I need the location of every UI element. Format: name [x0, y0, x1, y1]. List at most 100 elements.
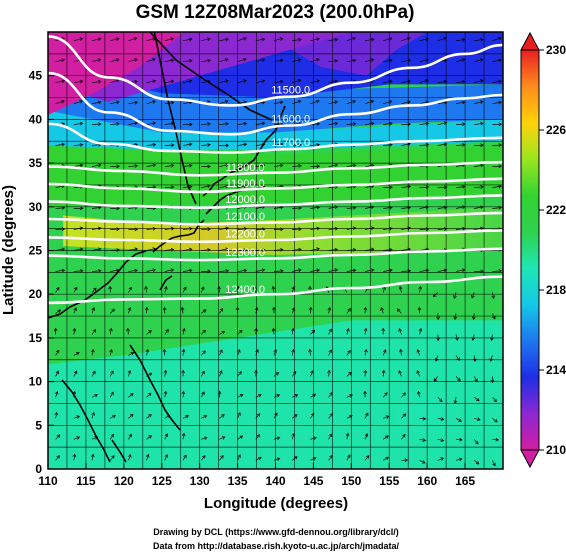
wind-arrow: [164, 454, 168, 461]
wind-arrow: [219, 123, 229, 125]
wind-arrow-head: [389, 205, 393, 210]
wind-arrow: [474, 206, 484, 209]
wind-arrow-head: [334, 79, 339, 84]
wind-arrow: [237, 80, 247, 84]
wind-arrow-head: [225, 184, 229, 189]
wind-arrow: [253, 286, 257, 293]
wind-arrow: [346, 227, 356, 230]
wind-arrow-head: [370, 226, 375, 230]
wind-arrow: [200, 455, 206, 461]
wind-arrow-head: [498, 122, 503, 127]
wind-arrow-head: [443, 142, 448, 147]
wind-arrow: [110, 59, 119, 63]
wind-arrow: [164, 249, 174, 251]
wind-arrow: [273, 101, 283, 105]
wind-arrow: [91, 227, 101, 230]
wind-arrow: [219, 455, 224, 461]
wind-arrow-head: [471, 295, 475, 299]
wind-arrow: [346, 372, 352, 377]
wind-arrow: [382, 349, 387, 356]
wind-arrow: [91, 329, 96, 335]
wind-arrow-head: [166, 414, 171, 418]
wind-arrow-head: [422, 438, 427, 442]
wind-arrow-head: [76, 436, 81, 440]
wind-arrow: [219, 414, 225, 419]
contour-line: [48, 160, 503, 177]
wind-arrow: [237, 165, 247, 167]
credit-data: Data from http://database.rish.kyoto-u.a…: [153, 541, 400, 551]
wind-arrow-head: [189, 122, 193, 127]
wind-arrow: [455, 334, 458, 341]
wind-arrow: [383, 435, 389, 440]
wind-arrow: [455, 438, 462, 441]
wind-arrow-head: [462, 184, 466, 189]
contour-line: [48, 211, 503, 226]
wind-arrow-head: [498, 143, 503, 147]
wind-arrow-head: [279, 37, 284, 41]
wind-arrow: [474, 164, 484, 167]
wind-arrow: [455, 39, 465, 42]
wind-arrow: [109, 370, 114, 377]
wind-arrow-head: [389, 247, 393, 252]
wind-arrow-head: [280, 269, 284, 273]
wind-arrow: [380, 307, 384, 314]
wind-arrow: [328, 455, 333, 461]
wind-arrow-head: [297, 99, 302, 104]
coastline-japan: [202, 105, 286, 197]
wind-arrow-head: [407, 100, 411, 104]
contour-label: 11800.0: [226, 162, 265, 174]
wind-arrow-head: [225, 226, 229, 231]
wind-arrow: [73, 391, 76, 398]
x-tick-label: 145: [303, 474, 323, 488]
wind-arrow-head: [290, 327, 295, 332]
wind-arrow: [273, 458, 280, 461]
wind-arrow-head: [207, 164, 211, 169]
wind-arrow-head: [79, 143, 84, 147]
wind-arrow-head: [79, 79, 84, 84]
colorbar-bottom-arrow: [520, 449, 540, 469]
y-tick-label: 15: [29, 331, 43, 345]
wind-arrow: [73, 287, 78, 293]
wind-arrow-head: [316, 79, 320, 83]
wind-arrow: [201, 59, 211, 63]
wind-arrow: [472, 334, 475, 341]
wind-arrow-head: [407, 226, 411, 230]
wind-arrow-head: [276, 394, 281, 398]
wind-arrow-head: [239, 394, 244, 398]
colorbar-tick-label: 214: [546, 363, 566, 377]
wind-arrow: [91, 394, 98, 398]
x-tick-label: 120: [114, 474, 134, 488]
wind-arrow-head: [207, 143, 211, 147]
wind-arrow-head: [498, 205, 502, 210]
wind-arrow-head: [407, 269, 412, 273]
wind-arrow: [310, 329, 315, 335]
wind-arrow-head: [56, 434, 61, 438]
wind-arrow-head: [206, 37, 211, 42]
wind-arrow-head: [472, 358, 477, 362]
wind-arrow-head: [76, 352, 80, 356]
wind-arrow: [492, 185, 502, 188]
wind-arrow: [419, 438, 426, 441]
wind-arrow: [346, 269, 356, 272]
coastline-china-korea: [152, 219, 205, 253]
wind-arrow: [346, 100, 356, 105]
wind-arrow-head: [243, 57, 247, 62]
wind-arrow: [437, 81, 447, 84]
wind-arrow-head: [315, 99, 320, 104]
wind-arrow: [55, 412, 58, 419]
wind-arrow: [164, 144, 174, 146]
wind-arrow: [310, 269, 320, 272]
wind-arrow: [109, 349, 113, 356]
wind-arrow: [182, 186, 192, 188]
wind-arrow-head: [279, 58, 284, 63]
wind-arrow: [364, 370, 366, 377]
wind-arrow-head: [370, 121, 375, 126]
wind-arrow-head: [79, 100, 84, 104]
wind-arrow: [437, 228, 447, 230]
wind-arrow-head: [480, 121, 484, 126]
wind-arrow-head: [134, 164, 138, 168]
wind-arrow-head: [189, 226, 193, 231]
wind-arrow: [55, 287, 60, 293]
wind-arrow-head: [385, 435, 389, 439]
wind-arrow: [346, 433, 349, 440]
